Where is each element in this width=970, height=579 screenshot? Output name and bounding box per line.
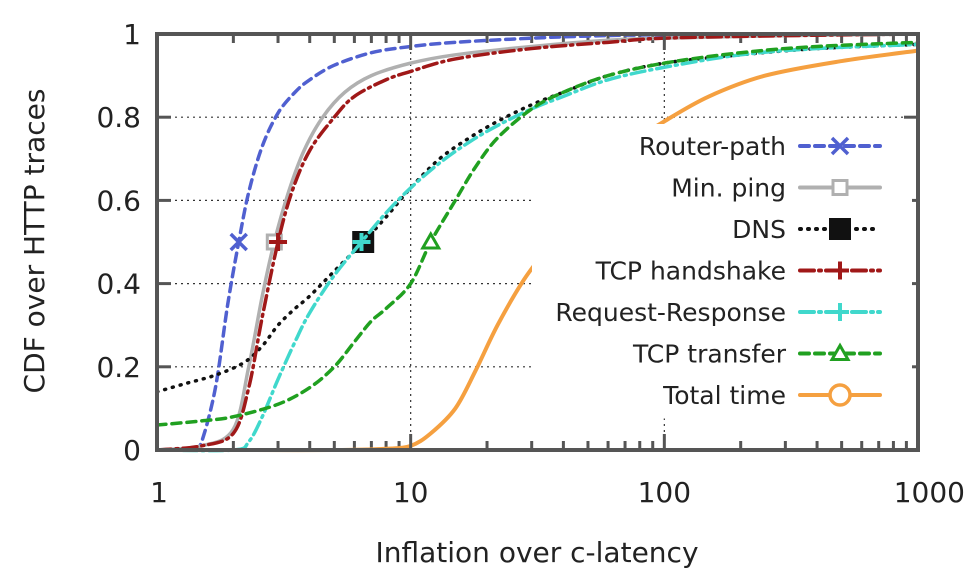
y-tick-label: 0.8 xyxy=(96,101,141,134)
legend-entry: TCP transfer xyxy=(632,340,882,369)
legend-label: DNS xyxy=(732,215,786,244)
series-line xyxy=(192,32,920,452)
marker-plus xyxy=(269,233,288,251)
x-axis-title: Inflation over c-latency xyxy=(375,536,698,569)
series-tcp-handshake xyxy=(155,32,920,452)
legend-entry: Total time xyxy=(662,381,882,410)
series-tcp-transfer xyxy=(155,40,920,427)
marker-plus xyxy=(352,233,371,251)
tick-labels: 0 0.2 0.4 0.6 0.8 1 1 10 100 1000 xyxy=(96,18,965,509)
series-line xyxy=(155,40,920,427)
marker-circle xyxy=(828,383,852,407)
legend-label: Total time xyxy=(662,381,786,410)
legend-entry: Min. ping xyxy=(671,174,882,203)
marker-x xyxy=(229,232,248,252)
plot-border xyxy=(155,32,920,452)
legend-entry: Request-Response xyxy=(555,298,882,327)
y-tick-label: 1 xyxy=(123,18,141,51)
legend-label: TCP transfer xyxy=(632,340,787,369)
y-tick-label: 0.2 xyxy=(96,351,141,384)
series-line xyxy=(155,32,920,452)
marker-triangle xyxy=(829,342,851,361)
y-tick-label: 0.6 xyxy=(96,184,141,217)
legend-label: TCP handshake xyxy=(595,257,786,286)
plot-frame xyxy=(155,32,920,452)
legend-label: Min. ping xyxy=(671,174,786,203)
legend-entry: Router-path xyxy=(639,132,882,161)
legend: Router-path Min. ping DNS TCP handshake Requ… xyxy=(532,124,912,419)
y-tick-label: 0.4 xyxy=(96,268,141,301)
legend-entry: DNS xyxy=(732,215,882,244)
marker-square xyxy=(831,179,849,196)
y-axis-title: CDF over HTTP traces xyxy=(18,89,51,394)
legend-label: Router-path xyxy=(639,132,786,161)
marker-square-filled xyxy=(829,218,851,240)
x-tick-label: 1 xyxy=(150,476,168,509)
legend-entry: TCP handshake xyxy=(595,257,882,286)
y-tick-label: 0 xyxy=(123,434,141,467)
marker-triangle xyxy=(420,230,442,250)
x-tick-label: 100 xyxy=(638,476,691,509)
x-tick-label: 1000 xyxy=(894,476,965,509)
marker-x xyxy=(830,136,850,156)
marker-plus xyxy=(831,261,849,280)
series-router-path xyxy=(192,32,920,452)
marker-plus xyxy=(831,303,849,321)
legend-label: Request-Response xyxy=(555,298,786,327)
x-tick-label: 10 xyxy=(393,476,429,509)
